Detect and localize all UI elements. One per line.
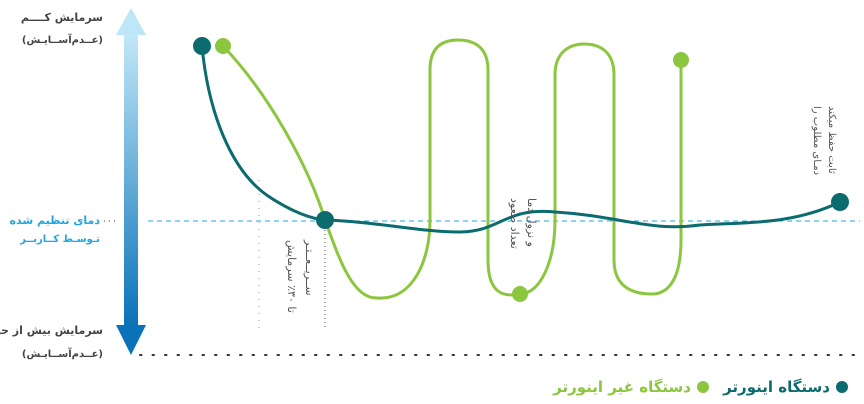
inverter-legend-dot	[836, 381, 848, 393]
non-inverter-low-dot	[512, 286, 528, 302]
low-cooling-label: سرمایش کــــم	[21, 11, 103, 24]
cycles-note-1: تعداد صعود	[508, 198, 521, 249]
inverter-start-dot	[193, 37, 211, 55]
over-cooling-label: سرمایش بیش از حد	[0, 324, 103, 337]
non-inverter-curve	[221, 38, 683, 300]
non-inverter-start-dot	[215, 38, 231, 54]
stable-note-2: ثابت حفظ میکند	[826, 106, 837, 174]
fast-cooling-note-1: تا ۳۰٪ سرمایش	[285, 240, 298, 313]
non-inverter-legend-label: دستگاه غیر اینورتر	[553, 378, 691, 396]
legend-non-inverter: دستگاه غیر اینورتر	[553, 376, 709, 398]
inverter-legend-label: دستگاه اینورتر	[723, 378, 830, 396]
non-inverter-legend-dot	[697, 381, 709, 393]
over-cooling-sub: (عــدم‌آســایـش)	[22, 347, 103, 360]
non-inverter-end-dot	[673, 52, 689, 68]
inverter-end-dot	[831, 193, 849, 211]
cycles-note-2: و نزول دما	[525, 198, 538, 247]
stable-note-1: دمـای مطلوب را	[811, 106, 822, 175]
legend-inverter: دستگاه اینورتر	[723, 376, 848, 398]
inverter-curve	[200, 44, 842, 234]
setpoint-label-1: دمای تنظیم شده	[10, 214, 101, 227]
setpoint-label-2: تـوسـط کــاربــر	[19, 234, 100, 245]
low-cooling-sub: (عــدم‌آســایـش)	[22, 33, 103, 46]
inverter-setpoint-dot	[316, 211, 334, 229]
comfort-scale-arrow	[116, 8, 146, 355]
fast-cooling-note-2: ســریــعــتـر	[303, 239, 316, 296]
